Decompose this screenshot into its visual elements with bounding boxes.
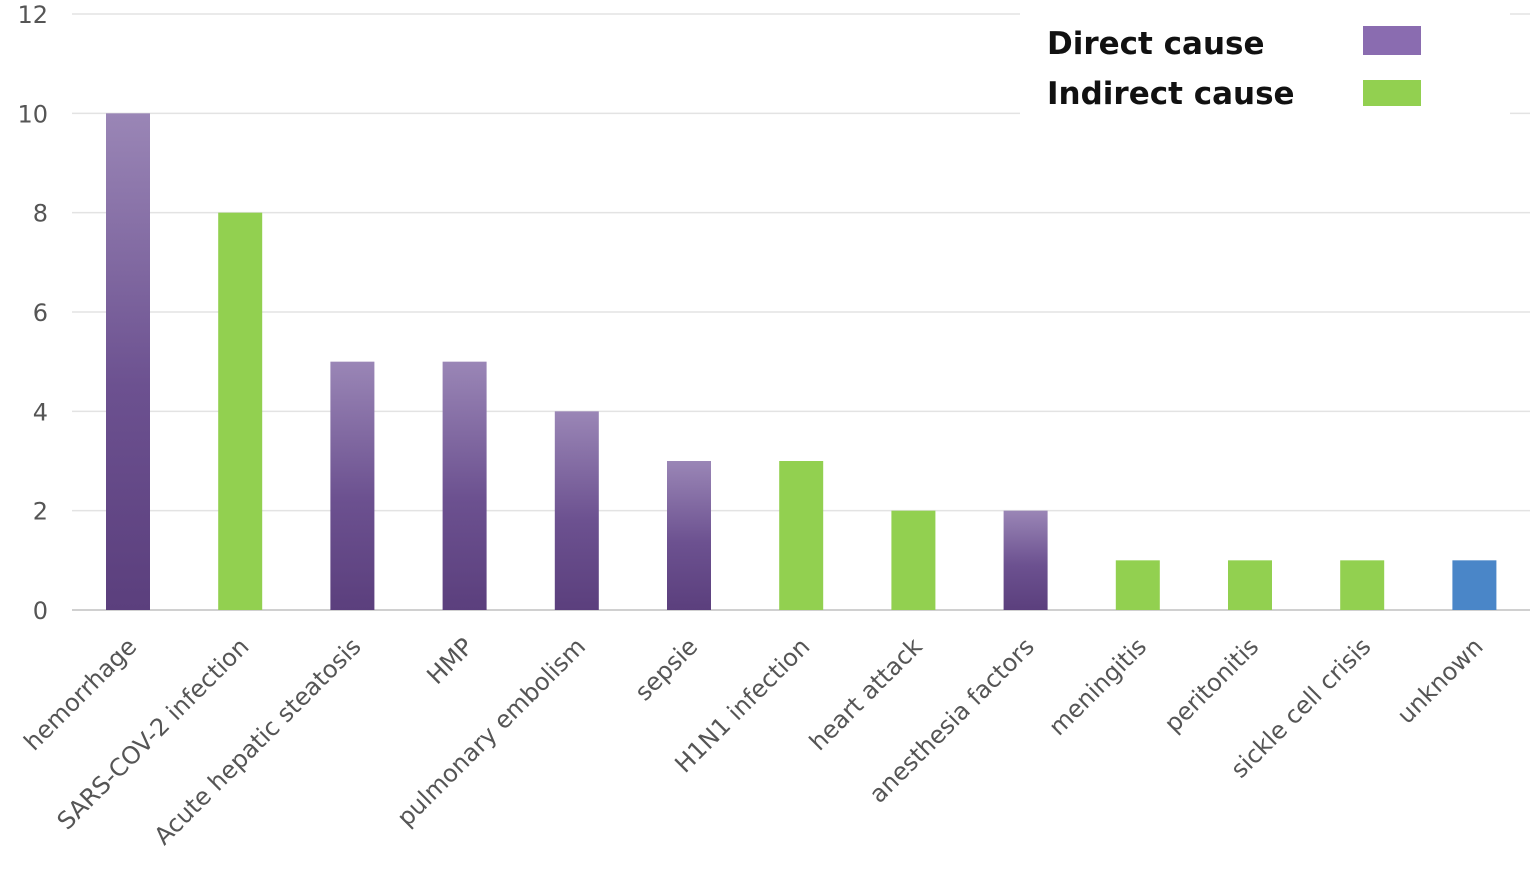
y-tick-label: 0 xyxy=(33,597,48,625)
y-tick-label: 12 xyxy=(17,1,48,29)
x-tick-label: hemorrhage xyxy=(19,632,143,756)
x-tick-label: sepsie xyxy=(629,632,703,706)
bar-h1n1-infection xyxy=(779,461,824,610)
bar-hmp xyxy=(442,361,487,610)
legend-label-direct: Direct cause xyxy=(1047,26,1265,62)
y-tick-label: 6 xyxy=(33,299,48,327)
x-tick-label: heart attack xyxy=(804,632,928,756)
bar-peritonitis xyxy=(1228,560,1272,610)
x-tick-label: HMP xyxy=(421,632,478,689)
x-tick-label: unknown xyxy=(1392,632,1489,729)
y-tick-label: 4 xyxy=(33,398,48,426)
bar-acute-hepatic-steatosis xyxy=(330,361,375,610)
bar-sepsie xyxy=(667,461,711,610)
legend-swatch-indirect xyxy=(1363,80,1421,106)
y-tick-label: 8 xyxy=(33,200,48,228)
legend: Direct cause Indirect cause xyxy=(1020,8,1510,120)
grid-lines xyxy=(72,13,1530,611)
legend-label-indirect: Indirect cause xyxy=(1047,76,1295,112)
x-tick-label: meningitis xyxy=(1043,632,1152,741)
x-tick-label: peritonitis xyxy=(1159,632,1264,737)
bar-heart-attack xyxy=(891,510,936,610)
bar-sars-cov-2-infection xyxy=(218,212,263,610)
legend-background xyxy=(1020,8,1510,120)
y-tick-label: 10 xyxy=(17,100,48,128)
x-tick-label: SARS-COV-2 infection xyxy=(52,632,255,835)
bar-hemorrhage xyxy=(106,113,150,610)
bars xyxy=(106,113,1497,610)
bar-anesthesia-factors xyxy=(1003,510,1048,610)
y-tick-label: 2 xyxy=(33,498,48,526)
bar-pulmonary-embolism xyxy=(554,411,599,610)
legend-swatch-direct xyxy=(1363,26,1421,55)
bar-unknown xyxy=(1452,560,1497,610)
bar-sickle-cell-crisis xyxy=(1340,560,1385,610)
x-tick-label: pulmonary embolism xyxy=(392,632,591,831)
bar-meningitis xyxy=(1115,560,1160,610)
x-tick-label: Acute hepatic steatosis xyxy=(149,632,367,850)
y-axis-ticks: 0 2 4 6 8 10 12 xyxy=(17,1,48,625)
